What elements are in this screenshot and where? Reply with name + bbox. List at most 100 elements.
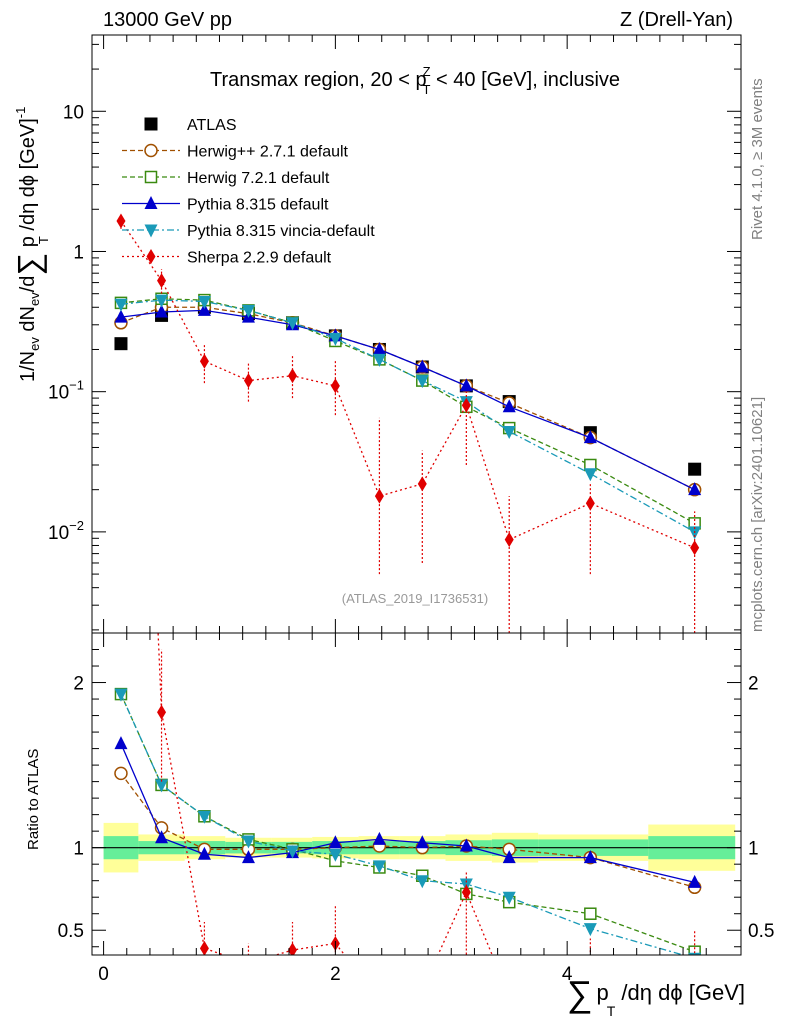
ratio-series-pythia-8-315-default: [114, 736, 702, 888]
main-point-sherpa-2-2-9-default: [690, 540, 700, 556]
ratio-point-pythia-8-315-default: [583, 850, 597, 864]
main-point-atlas: [688, 462, 702, 476]
ratio-point-pythia-8-315-default: [459, 838, 473, 852]
ratio-point-herwig-7-2-1-default: [688, 945, 701, 955]
ratio-point-pythia-8-315-vincia-default: [583, 923, 597, 937]
ratio-point-pythia-8-315-vincia-default: [415, 875, 429, 889]
ratio-point-pythia-8-315-default: [328, 835, 342, 849]
ratio-point-pythia-8-315-vincia-default: [328, 848, 342, 862]
main-point-pythia-8-315-vincia-default: [114, 298, 128, 312]
main-series-sherpa-2-2-9-default: [116, 213, 700, 633]
ratio-point-pythia-8-315-default: [688, 874, 702, 888]
main-point-sherpa-2-2-9-default: [287, 368, 297, 384]
ratio-point-sherpa-2-2-9-default: [418, 982, 427, 997]
ratio-panel-frame: [91, 632, 742, 956]
main-line-pythia-8-315-vincia-default: [120, 299, 695, 533]
y-tick-label: 10−1: [48, 378, 84, 404]
main-point-pythia-8-315-vincia-default: [285, 317, 299, 331]
y-tick-label: 1: [73, 242, 84, 263]
main-point-pythia-8-315-default: [688, 482, 702, 496]
y-tick-label: 10−2: [48, 518, 84, 544]
main-point-pythia-8-315-default: [197, 302, 211, 316]
ratio-point-herwig-7-2-1-default: [584, 907, 597, 920]
main-point-pythia-8-315-vincia-default: [502, 425, 516, 439]
x-tick-label: 4: [562, 964, 573, 985]
ratio-point-sherpa-2-2-9-default: [375, 990, 384, 1005]
beam-label: 13000 GeV pp: [103, 9, 232, 31]
ratio-point-pythia-8-315-vincia-default: [372, 860, 386, 874]
watermark-analysis-id: (ATLAS_2019_I1736531): [342, 591, 488, 606]
main-point-pythia-8-315-vincia-default: [197, 295, 211, 309]
y-axis-label: 1/Nev dNev/d∑ pT /dη dϕ [GeV]-1: [11, 107, 51, 382]
legend-entry-pythia-8-315-default: Pythia 8.315 default: [187, 197, 329, 214]
ratio-point-pythia-8-315-vincia-default: [502, 891, 516, 905]
main-point-sherpa-2-2-9-default: [417, 476, 427, 492]
main-line-pythia-8-315-default: [120, 309, 695, 491]
ratio-line-pythia-8-315-vincia-default: [120, 693, 686, 955]
main-point-pythia-8-315-default: [459, 378, 473, 392]
x-axis-label: ∑ p T /dη dϕ [GeV]: [567, 973, 745, 1019]
ratio-point-sherpa-2-2-9-default: [287, 942, 297, 955]
ratio-y-tick-label: 2: [73, 674, 84, 695]
main-line-herwig-7-2-1-default: [120, 298, 695, 524]
ratio-series-pythia-8-315-vincia-default: [114, 688, 702, 955]
main-point-pythia-8-315-vincia-default: [328, 332, 342, 346]
ratio-point-sherpa-2-2-9-default: [589, 954, 591, 955]
main-point-sherpa-2-2-9-default: [461, 397, 471, 413]
main-point-atlas: [114, 337, 128, 351]
main-point-pythia-8-315-vincia-default: [372, 353, 386, 367]
ratio-panel: 2 2 1 1 0.5 0.5 0 2 4 Ratio to ATLAS ∑ p T /dη dϕ …: [25, 632, 774, 1019]
main-point-sherpa-2-2-9-default: [374, 488, 384, 504]
chart-title: Transmax region, 20 < pZ T < 40 [GeV], in…: [210, 64, 620, 97]
main-point-pythia-8-315-default: [155, 304, 169, 318]
ratio-series-herwig-2-7-1-default: [114, 766, 702, 895]
ratio-point-pythia-8-315-vincia-default: [114, 688, 128, 702]
ratio-point-pythia-8-315-default: [155, 830, 169, 844]
legend-entry-sherpa-2-2-9-default: Sherpa 2.2.9 default: [187, 250, 332, 267]
main-point-pythia-8-315-default: [372, 341, 386, 355]
main-point-pythia-8-315-default: [502, 399, 516, 413]
rivet-label: Rivet 4.1.0, ≥ 3M events: [749, 78, 766, 240]
ratio-y-tick-label: 0.5: [58, 921, 84, 942]
ratio-point-sherpa-2-2-9-default: [461, 884, 471, 900]
main-series-pythia-8-315-default: [114, 302, 702, 496]
ratio-y-tick-label-right: 0.5: [748, 921, 774, 942]
y-tick-label: 10: [63, 102, 84, 123]
main-point-sherpa-2-2-9-default: [504, 532, 514, 548]
ratio-line-herwig-7-2-1-default: [120, 693, 695, 953]
main-point-pythia-8-315-default: [114, 309, 128, 323]
legend-marker: [144, 224, 158, 238]
ratio-y-tick-label-right: 2: [748, 674, 759, 695]
ratio-point-pythia-8-315-vincia-default: [688, 952, 702, 955]
ratio-point-pythia-8-315-default: [502, 850, 516, 864]
ratio-point-herwig-2-7-1-default: [114, 766, 128, 781]
main-point-sherpa-2-2-9-default: [116, 213, 126, 229]
main-series-herwig-7-2-1-default: [114, 292, 701, 530]
ratio-point-sherpa-2-2-9-default: [199, 940, 209, 955]
ratio-point-pythia-8-315-default: [415, 835, 429, 849]
main-line-sherpa-2-2-9-default: [120, 220, 695, 549]
main-point-pythia-8-315-vincia-default: [241, 304, 255, 318]
ratio-point-pythia-8-315-vincia-default: [241, 835, 255, 849]
ratio-point-pythia-8-315-vincia-default: [285, 845, 299, 859]
main-point-sherpa-2-2-9-default: [585, 495, 595, 511]
ratio-y-tick-label: 1: [73, 839, 84, 860]
legend-marker: [144, 117, 158, 131]
main-point-sherpa-2-2-9-default: [157, 273, 167, 289]
ratio-line-pythia-8-315-default: [120, 743, 695, 883]
ratio-point-sherpa-2-2-9-default: [505, 989, 514, 1004]
legend: ATLAS Herwig++ 2.7.1 default Herwig 7.2.1 …: [122, 117, 375, 267]
main-point-sherpa-2-2-9-default: [330, 378, 340, 394]
ratio-point-pythia-8-315-vincia-default: [197, 810, 211, 824]
legend-entry-atlas: ATLAS: [187, 117, 237, 134]
main-point-pythia-8-315-default: [583, 430, 597, 444]
x-tick-label: 0: [98, 964, 109, 985]
main-series-herwig-2-7-1-default: [114, 300, 702, 497]
main-point-pythia-8-315-vincia-default: [583, 468, 597, 482]
legend-marker: [144, 170, 158, 184]
ratio-point-sherpa-2-2-9-default: [244, 956, 253, 971]
legend-entry-herwig-2-7-1-default: Herwig++ 2.7.1 default: [187, 144, 349, 161]
main-series-pythia-8-315-vincia-default: [114, 294, 702, 540]
legend-marker: [144, 196, 158, 209]
main-point-pythia-8-315-default: [415, 359, 429, 373]
